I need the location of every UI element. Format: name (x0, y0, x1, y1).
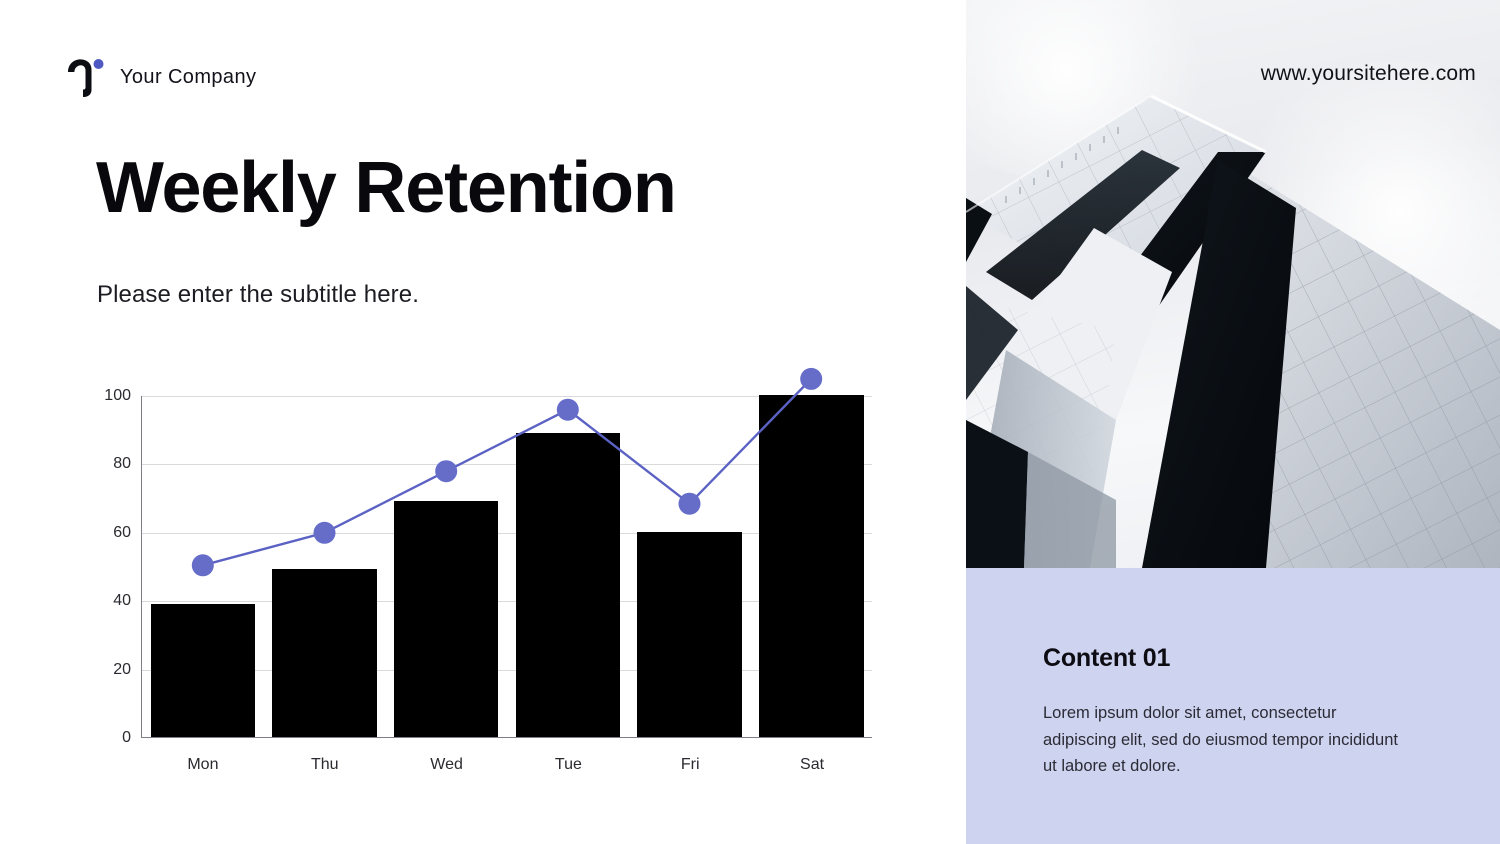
x-tick-label: Sat (800, 756, 825, 773)
x-tick-label: Tue (554, 756, 582, 773)
bar (150, 603, 256, 737)
y-axis-line (141, 396, 142, 738)
gridline-20 (142, 669, 872, 671)
x-tick-label: Fri (680, 756, 700, 773)
y-tick-label: 100 (104, 387, 131, 404)
y-tick-label: 20 (113, 660, 131, 678)
line-marker (191, 554, 214, 577)
hook-dot-logo-icon (62, 56, 106, 98)
gridline-100 (142, 396, 872, 397)
x-tick-label: Thu (310, 756, 339, 773)
gridline-80 (142, 464, 872, 466)
bar-slot (264, 396, 386, 737)
y-tick-label: 60 (113, 523, 131, 541)
bar-slot (629, 396, 751, 737)
y-tick-label: 0 (122, 729, 131, 746)
content-body: Lorem ipsum dolor sit amet, consectetur … (1043, 704, 1398, 776)
gridline-40 (142, 601, 872, 603)
content-card: Content 01 Lorem ipsum dolor sit amet, c… (966, 568, 1500, 844)
building-photo (966, 0, 1500, 568)
site-url[interactable]: www.yoursitehere.com (1260, 62, 1476, 85)
bar-series (142, 395, 872, 737)
y-tick-label: 40 (113, 592, 131, 610)
retention-chart: 100 80 60 40 20 0 Mon Thu Wed Tue Fri Sat (96, 367, 896, 778)
bar (515, 432, 621, 737)
chart-plot-area: 100 80 60 40 20 0 (104, 367, 872, 746)
bar-slot (142, 396, 264, 737)
content-title: Content 01 (1043, 644, 1171, 672)
x-tick-label: Wed (430, 756, 463, 773)
x-tick-label: Mon (187, 756, 219, 773)
x-axis-labels: Mon Thu Wed Tue Fri Sat (142, 756, 873, 774)
bar-slot (507, 396, 629, 737)
bar-slot (385, 396, 507, 737)
y-tick-label: 80 (113, 455, 131, 473)
bar (758, 395, 864, 737)
gridline-60 (142, 532, 872, 534)
bar (393, 501, 499, 737)
line-series (191, 367, 823, 577)
x-axis-line (141, 737, 872, 738)
line-marker (435, 460, 458, 483)
line-path (202, 378, 813, 567)
bar-slot (750, 395, 872, 737)
page-title: Weekly Retention (96, 148, 677, 228)
bar (272, 569, 377, 737)
page-subtitle: Please enter the subtitle here. (97, 281, 419, 308)
line-marker (313, 521, 336, 544)
line-marker (678, 492, 701, 515)
line-marker (556, 398, 579, 421)
brand-lockup: Your Company (62, 56, 256, 98)
right-panel: www.yoursitehere.com Content 01 Lorem ip… (966, 0, 1500, 844)
brand-name: Your Company (120, 65, 257, 88)
line-marker (800, 367, 823, 390)
left-panel: Your Company Weekly Retention Please ent… (62, 56, 896, 778)
bar (637, 531, 742, 737)
